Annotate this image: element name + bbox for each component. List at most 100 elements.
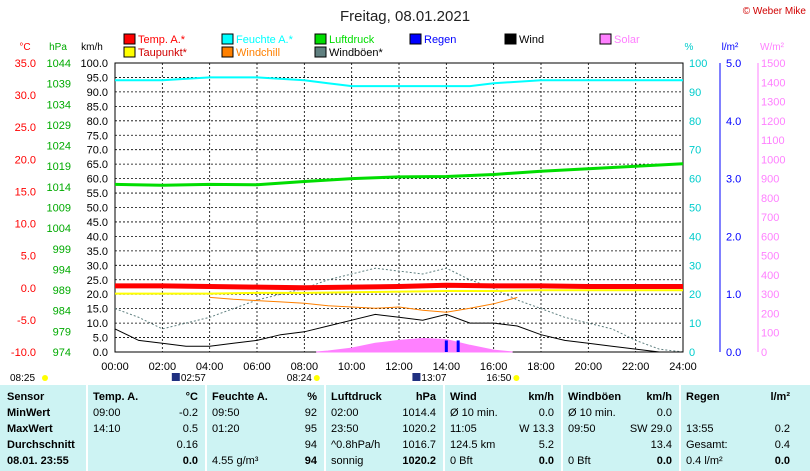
legend-item-label: Taupunkt* bbox=[138, 47, 188, 59]
row-label-max: MaxWert bbox=[7, 423, 53, 435]
wind-row-value: W 13.3 bbox=[519, 423, 554, 435]
rain-row-label: 13:55 bbox=[686, 423, 714, 435]
rain-tick-label: 1.0 bbox=[726, 289, 741, 301]
humidity-axis-unit: % bbox=[685, 42, 694, 53]
humidity-row-value: 95 bbox=[304, 423, 317, 435]
wind-tick-label: 45.0 bbox=[87, 217, 108, 229]
rain-unit: l/m² bbox=[770, 391, 790, 403]
humidity-series-line bbox=[115, 76, 683, 88]
solar-tick-label: 1100 bbox=[761, 135, 785, 147]
solar-series-area bbox=[316, 337, 513, 353]
gusts-row-value: 0.0 bbox=[656, 455, 672, 467]
column-divider bbox=[561, 385, 563, 471]
humidity-tick-label: 90 bbox=[689, 87, 701, 99]
pressure-axis-unit: hPa bbox=[49, 42, 67, 53]
column-divider bbox=[443, 385, 445, 471]
wind-row-label: 124.5 km bbox=[450, 439, 496, 451]
solar-tick-label: 1200 bbox=[761, 116, 785, 128]
legend-item-label: Windchill bbox=[236, 47, 280, 59]
pressure-tick-label: 984 bbox=[53, 306, 71, 318]
sunrise-time-label: 08:24 bbox=[287, 373, 312, 384]
rain-tick-label: 4.0 bbox=[726, 116, 741, 128]
pressure-tick-label: 1004 bbox=[47, 223, 71, 235]
pressure-tick-label: 1039 bbox=[47, 79, 71, 91]
solar-tick-label: 100 bbox=[761, 328, 779, 340]
legend-swatch-icon bbox=[409, 33, 422, 45]
x-tick-label: 08:00 bbox=[291, 361, 319, 373]
temp-header: Temp. A. bbox=[93, 391, 139, 403]
solar-tick-label: 300 bbox=[761, 289, 779, 301]
pressure-row-value: 1020.2 bbox=[402, 423, 436, 435]
pressure-tick-label: 1044 bbox=[47, 58, 71, 70]
pressure-tick-label: 1024 bbox=[47, 141, 71, 153]
pressure-unit: hPa bbox=[415, 391, 436, 403]
legend-swatch-icon bbox=[221, 46, 234, 58]
rain-bar bbox=[456, 340, 460, 352]
temp-tick-label: 25.0 bbox=[15, 122, 36, 134]
sensor-header: Sensor bbox=[7, 391, 45, 403]
row-label-current: 08.01. 23:55 bbox=[7, 455, 69, 467]
wind-tick-label: 20.0 bbox=[87, 289, 108, 301]
solar-tick-label: 1400 bbox=[761, 77, 785, 89]
wind-row-label: 0 Bft bbox=[450, 455, 473, 467]
pressure-tick-label: 1029 bbox=[47, 120, 71, 132]
gusts-row-value: 13.4 bbox=[650, 439, 672, 451]
humidity-tick-label: 100 bbox=[689, 58, 707, 70]
pressure-tick-label: 1014 bbox=[47, 182, 71, 194]
column-divider bbox=[679, 385, 681, 471]
wind-row-value: 0.0 bbox=[538, 407, 554, 419]
rain-bar bbox=[444, 340, 448, 352]
wind-series-line bbox=[114, 313, 683, 353]
pressure-tick-label: 999 bbox=[53, 244, 71, 256]
wind-header: Wind bbox=[450, 391, 477, 403]
humidity-row-value: 94 bbox=[304, 455, 317, 467]
solar-tick-label: 1000 bbox=[761, 154, 785, 166]
humidity-tick-label: 30 bbox=[689, 260, 701, 272]
gusts-header: Windböen bbox=[568, 391, 622, 403]
moon-icon bbox=[171, 373, 180, 381]
time-markers: 08:25 02:57 08:24 13:07 16:50 bbox=[10, 373, 520, 384]
humidity-tick-label: 20 bbox=[689, 289, 701, 301]
wind-tick-label: 5.0 bbox=[93, 333, 108, 345]
solar-tick-label: 500 bbox=[761, 251, 779, 263]
wind-tick-label: 95.0 bbox=[87, 72, 108, 84]
pressure-row-label: sonnig bbox=[331, 455, 364, 467]
temperature-series-line bbox=[115, 282, 683, 291]
legend-item-label: Solar bbox=[614, 34, 640, 46]
temp-tick-label: 35.0 bbox=[15, 58, 36, 70]
humidity-tick-label: 70 bbox=[689, 145, 701, 157]
legend-item-label: Windböen* bbox=[329, 47, 384, 59]
gusts-row-value: 0.0 bbox=[656, 407, 672, 419]
wind-row-label: 11:05 bbox=[450, 423, 477, 435]
temp-unit: °C bbox=[185, 391, 198, 403]
x-tick-label: 12:00 bbox=[385, 361, 413, 373]
rain-tick-label: 5.0 bbox=[726, 58, 741, 70]
legend-swatch-icon bbox=[314, 46, 327, 58]
wind-tick-label: 60.0 bbox=[87, 174, 108, 186]
x-tick-label: 00:00 bbox=[101, 361, 129, 373]
wind-row-value: 5.2 bbox=[538, 439, 554, 451]
statistics-table: Sensor MinWert MaxWert Durchschnitt 08.0… bbox=[0, 385, 797, 471]
pressure-tick-label: 994 bbox=[53, 264, 71, 276]
wind-tick-label: 85.0 bbox=[87, 101, 108, 113]
sun-icon bbox=[313, 375, 320, 381]
legend-item-label: Feuchte A.* bbox=[236, 34, 294, 46]
moon-time-label: 13:07 bbox=[421, 373, 446, 384]
rain-tick-label: 2.0 bbox=[726, 231, 741, 243]
legend-swatch-icon bbox=[123, 46, 136, 58]
sunrise-time-label: 08:25 bbox=[10, 373, 35, 384]
gusts-row-label: Ø 10 min. bbox=[568, 407, 616, 419]
wind-tick-label: 25.0 bbox=[87, 275, 108, 287]
rain-axis-unit: l/m² bbox=[722, 42, 739, 53]
x-tick-label: 16:00 bbox=[480, 361, 508, 373]
humidity-tick-label: 10 bbox=[689, 318, 701, 330]
humidity-tick-label: 40 bbox=[689, 231, 701, 243]
rain-row-value: 0.0 bbox=[774, 455, 790, 467]
pressure-row-label: ^0.8hPa/h bbox=[331, 439, 381, 451]
rain-row-value: 0.2 bbox=[774, 423, 790, 435]
humidity-row-value: 92 bbox=[304, 407, 317, 419]
temp-tick-label: -10.0 bbox=[11, 347, 36, 359]
pressure-row-label: 02:00 bbox=[331, 407, 359, 419]
sun-icon bbox=[42, 375, 48, 381]
wind-tick-label: 10.0 bbox=[87, 318, 108, 330]
